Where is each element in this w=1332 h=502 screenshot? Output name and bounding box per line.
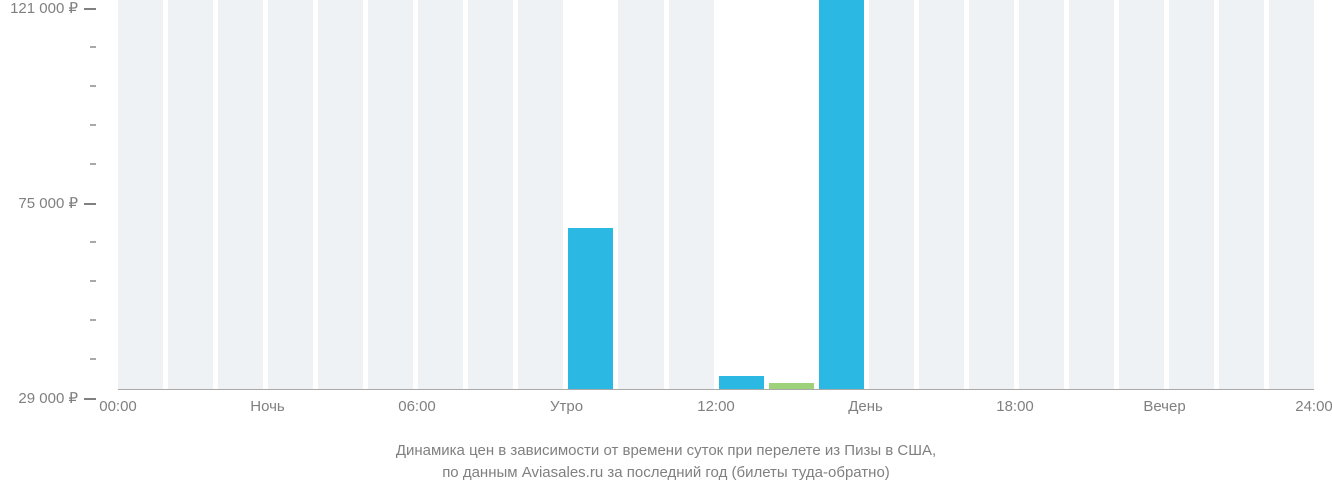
bar-fill [318,0,363,389]
bar-hour-14[interactable] [819,0,864,389]
bar-fill [368,0,413,389]
bar-hour-5[interactable] [368,0,413,389]
x-tick-label: Ночь [250,398,284,415]
price-by-hour-chart: 121 000 ₽ 75 000 ₽ 29 000 ₽ 00:00 Ночь 06:00… [0,0,1332,502]
y-minor-tick [90,358,96,360]
bar-hour-6[interactable] [418,0,463,389]
x-axis: 00:00Ночь06:00Утро12:00День18:00Вечер24:… [118,392,1314,422]
bar-hour-13[interactable] [769,0,814,389]
bar-fill [919,0,964,389]
x-tick-label: 12:00 [697,398,735,415]
bar-hour-21[interactable] [1169,0,1214,389]
bar-hour-17[interactable] [969,0,1014,389]
y-minor-tick [90,124,96,126]
x-tick-label: 00:00 [99,398,137,415]
y-tick-text: 75 000 ₽ [18,195,78,212]
y-tick-mark [84,8,96,10]
x-tick-label: 24:00 [1295,398,1332,415]
bar-hour-12[interactable] [719,0,764,389]
y-tick-label: 121 000 ₽ [10,0,96,17]
bar-hour-8[interactable] [518,0,563,389]
bar-fill [1169,0,1214,389]
y-minor-tick [90,85,96,87]
bar-hour-16[interactable] [919,0,964,389]
bar-fill [1219,0,1264,389]
bar-hour-2[interactable] [218,0,263,389]
bar-hour-23[interactable] [1269,0,1314,389]
x-tick-label: Вечер [1143,398,1185,415]
bar-hour-18[interactable] [1019,0,1064,389]
chart-caption: Динамика цен в зависимости от времени су… [0,440,1332,484]
bar-fill [669,0,714,389]
bar-hour-20[interactable] [1119,0,1164,389]
bar-fill [218,0,263,389]
bar-fill [719,376,764,389]
y-axis: 121 000 ₽75 000 ₽29 000 ₽ [0,0,110,390]
y-minor-tick [90,46,96,48]
caption-line-1: Динамика цен в зависимости от времени су… [0,440,1332,462]
x-tick-label: 06:00 [398,398,436,415]
bar-hour-19[interactable] [1069,0,1114,389]
bar-hour-3[interactable] [268,0,313,389]
bar-hour-15[interactable] [869,0,914,389]
bar-fill [969,0,1014,389]
y-minor-tick [90,280,96,282]
bar-fill [618,0,663,389]
bar-fill [568,228,613,389]
bar-fill [418,0,463,389]
y-tick-text: 29 000 ₽ [18,390,78,407]
y-tick-label: 75 000 ₽ [18,194,96,212]
bar-fill [168,0,213,389]
bar-fill [819,0,864,389]
bar-hour-7[interactable] [468,0,513,389]
x-tick-label: Утро [550,398,583,415]
bar-hour-1[interactable] [168,0,213,389]
y-minor-tick [90,163,96,165]
bars-container [118,0,1314,389]
bar-hour-0[interactable] [118,0,163,389]
bar-fill [1119,0,1164,389]
bar-fill [268,0,313,389]
y-tick-mark [84,398,96,400]
x-tick-label: 18:00 [996,398,1034,415]
bar-fill [118,0,163,389]
bar-fill [1269,0,1314,389]
bar-hour-11[interactable] [669,0,714,389]
bar-fill [518,0,563,389]
bar-hour-4[interactable] [318,0,363,389]
plot-area [118,0,1314,390]
bar-fill [1019,0,1064,389]
bar-fill [468,0,513,389]
bar-fill [769,383,814,389]
y-minor-tick [90,319,96,321]
x-tick-label: День [848,398,883,415]
bar-fill [1069,0,1114,389]
y-tick-label: 29 000 ₽ [18,389,96,407]
y-minor-tick [90,241,96,243]
bar-fill [869,0,914,389]
bar-hour-10[interactable] [618,0,663,389]
caption-line-2: по данным Aviasales.ru за последний год … [0,462,1332,484]
bar-hour-9[interactable] [568,0,613,389]
y-tick-mark [84,203,96,205]
bar-hour-22[interactable] [1219,0,1264,389]
y-tick-text: 121 000 ₽ [10,0,78,17]
